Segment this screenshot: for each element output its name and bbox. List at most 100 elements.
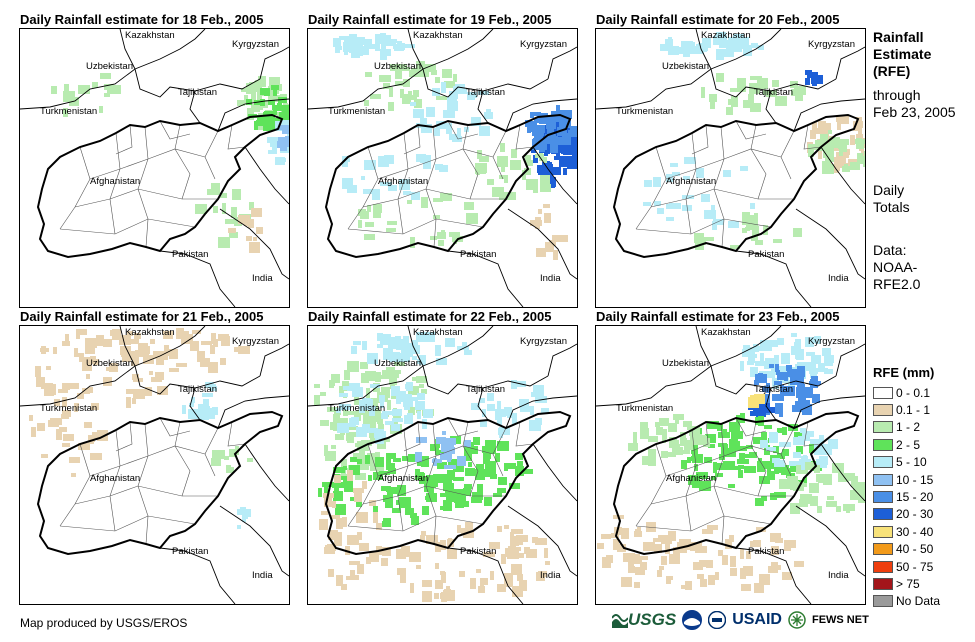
- side-daily-totals: Daily Totals: [873, 182, 910, 216]
- legend-swatch: [873, 525, 893, 538]
- legend-item: 30 - 40: [873, 523, 940, 540]
- country-label-turkmenistan: Turkmenistan: [328, 403, 385, 414]
- legend-items: 0 - 0.1 0.1 - 1 1 - 2 2 - 5 5 - 10 10 - 15 15 …: [873, 384, 940, 610]
- country-label-uzbekistan: Uzbekistan: [374, 358, 421, 369]
- legend-label: 0.1 - 1: [896, 403, 931, 418]
- legend-swatch: [873, 404, 893, 417]
- country-label-afghanistan: Afghanistan: [90, 176, 140, 187]
- country-label-kyrgyzstan: Kyrgyzstan: [232, 336, 279, 347]
- legend-label: 30 - 40: [896, 524, 934, 539]
- country-label-uzbekistan: Uzbekistan: [86, 61, 133, 72]
- side-title-line: Estimate: [873, 46, 932, 62]
- usgs-logo: USGS: [612, 610, 676, 630]
- panel-title-18-feb: Daily Rainfall estimate for 18 Feb., 200…: [20, 12, 264, 27]
- country-label-india: India: [540, 570, 561, 581]
- country-label-kazakhstan: Kazakhstan: [413, 327, 463, 338]
- country-label-afghanistan: Afghanistan: [90, 473, 140, 484]
- panel-title-23-feb: Daily Rainfall estimate for 23 Feb., 200…: [596, 309, 840, 324]
- legend-label: 15 - 20: [896, 490, 934, 505]
- country-label-india: India: [828, 273, 849, 284]
- country-label-pakistan: Pakistan: [172, 546, 208, 557]
- country-label-uzbekistan: Uzbekistan: [662, 358, 709, 369]
- legend-item: 1 - 2: [873, 419, 940, 436]
- legend-item: 0.1 - 1: [873, 401, 940, 418]
- country-label-pakistan: Pakistan: [460, 546, 496, 557]
- country-label-pakistan: Pakistan: [172, 249, 208, 260]
- country-label-kazakhstan: Kazakhstan: [701, 327, 751, 338]
- partner-logos: USGS USAID FEWS NET: [612, 610, 869, 630]
- side-data-line: RFE2.0: [873, 276, 921, 292]
- side-through-line: through: [873, 87, 921, 103]
- rainfall-map-22-feb: Kazakhstan Kyrgyzstan Uzbekistan Tajikistan…: [307, 325, 578, 605]
- legend-item: > 75: [873, 575, 940, 592]
- legend-label: 10 - 15: [896, 472, 934, 487]
- legend-item: 20 - 30: [873, 506, 940, 523]
- country-label-afghanistan: Afghanistan: [666, 473, 716, 484]
- country-label-kyrgyzstan: Kyrgyzstan: [808, 39, 855, 50]
- country-label-india: India: [252, 273, 273, 284]
- legend-swatch: [873, 508, 893, 521]
- legend-label: 0 - 0.1: [896, 385, 931, 400]
- legend-label: 1 - 2: [896, 420, 921, 435]
- side-data-line: Data:: [873, 242, 907, 258]
- legend-item: 5 - 10: [873, 454, 940, 471]
- side-through: through Feb 23, 2005: [873, 87, 956, 121]
- noaa-logo-icon: [682, 610, 703, 630]
- side-title-line: Rainfall: [873, 29, 924, 45]
- country-label-kyrgyzstan: Kyrgyzstan: [232, 39, 279, 50]
- legend-label: > 75: [896, 576, 920, 591]
- legend-label: 5 - 10: [896, 455, 927, 470]
- country-label-turkmenistan: Turkmenistan: [616, 106, 673, 117]
- country-label-kazakhstan: Kazakhstan: [125, 30, 175, 41]
- side-daily-line: Totals: [873, 199, 910, 215]
- usaid-seal-icon: [708, 611, 727, 629]
- rfe-legend: RFE (mm) 0 - 0.1 0.1 - 1 1 - 2 2 - 5 5 - 10 1…: [873, 365, 940, 610]
- rainfall-map-18-feb: Kazakhstan Kyrgyzstan Uzbekistan Tajikistan…: [19, 28, 290, 308]
- side-data-line: NOAA-: [873, 259, 918, 275]
- legend-label: 50 - 75: [896, 559, 934, 574]
- legend-swatch: [873, 577, 893, 590]
- legend-swatch: [873, 386, 893, 399]
- legend-label: 20 - 30: [896, 507, 934, 522]
- country-label-kazakhstan: Kazakhstan: [413, 30, 463, 41]
- legend-item: 15 - 20: [873, 488, 940, 505]
- country-label-india: India: [252, 570, 273, 581]
- fews-net-logo-icon: [788, 611, 806, 629]
- legend-swatch: [873, 473, 893, 486]
- side-data-source: Data: NOAA- RFE2.0: [873, 242, 920, 293]
- side-through-line: Feb 23, 2005: [873, 104, 956, 120]
- panel-title-22-feb: Daily Rainfall estimate for 22 Feb., 200…: [308, 309, 552, 324]
- country-label-india: India: [540, 273, 561, 284]
- legend-item: 40 - 50: [873, 541, 940, 558]
- country-label-kyrgyzstan: Kyrgyzstan: [520, 39, 567, 50]
- country-label-turkmenistan: Turkmenistan: [328, 106, 385, 117]
- legend-swatch: [873, 421, 893, 434]
- country-label-uzbekistan: Uzbekistan: [662, 61, 709, 72]
- rainfall-map-19-feb: Kazakhstan Kyrgyzstan Uzbekistan Tajikistan…: [307, 28, 578, 308]
- rainfall-map-21-feb: Kazakhstan Kyrgyzstan Uzbekistan Tajikistan…: [19, 325, 290, 605]
- country-label-india: India: [828, 570, 849, 581]
- legend-swatch: [873, 438, 893, 451]
- country-label-pakistan: Pakistan: [748, 546, 784, 557]
- side-daily-line: Daily: [873, 182, 905, 198]
- panel-title-21-feb: Daily Rainfall estimate for 21 Feb., 200…: [20, 309, 264, 324]
- country-label-tajikistan: Tajikistan: [754, 87, 793, 98]
- legend-item: 2 - 5: [873, 436, 940, 453]
- country-label-pakistan: Pakistan: [748, 249, 784, 260]
- country-label-afghanistan: Afghanistan: [666, 176, 716, 187]
- country-label-uzbekistan: Uzbekistan: [374, 61, 421, 72]
- country-label-tajikistan: Tajikistan: [178, 384, 217, 395]
- legend-item: 50 - 75: [873, 558, 940, 575]
- usgs-logo-text: USGS: [628, 610, 677, 629]
- legend-swatch: [873, 560, 893, 573]
- country-label-afghanistan: Afghanistan: [378, 473, 428, 484]
- country-label-turkmenistan: Turkmenistan: [40, 106, 97, 117]
- legend-swatch: [873, 456, 893, 469]
- country-label-uzbekistan: Uzbekistan: [86, 358, 133, 369]
- usgs-logo-icon: [612, 614, 628, 628]
- legend-swatch: [873, 491, 893, 504]
- legend-swatch: [873, 543, 893, 556]
- rainfall-map-23-feb: Kazakhstan Kyrgyzstan Uzbekistan Tajikistan…: [595, 325, 866, 605]
- fews-net-logo-text: FEWS NET: [811, 614, 869, 626]
- country-label-pakistan: Pakistan: [460, 249, 496, 260]
